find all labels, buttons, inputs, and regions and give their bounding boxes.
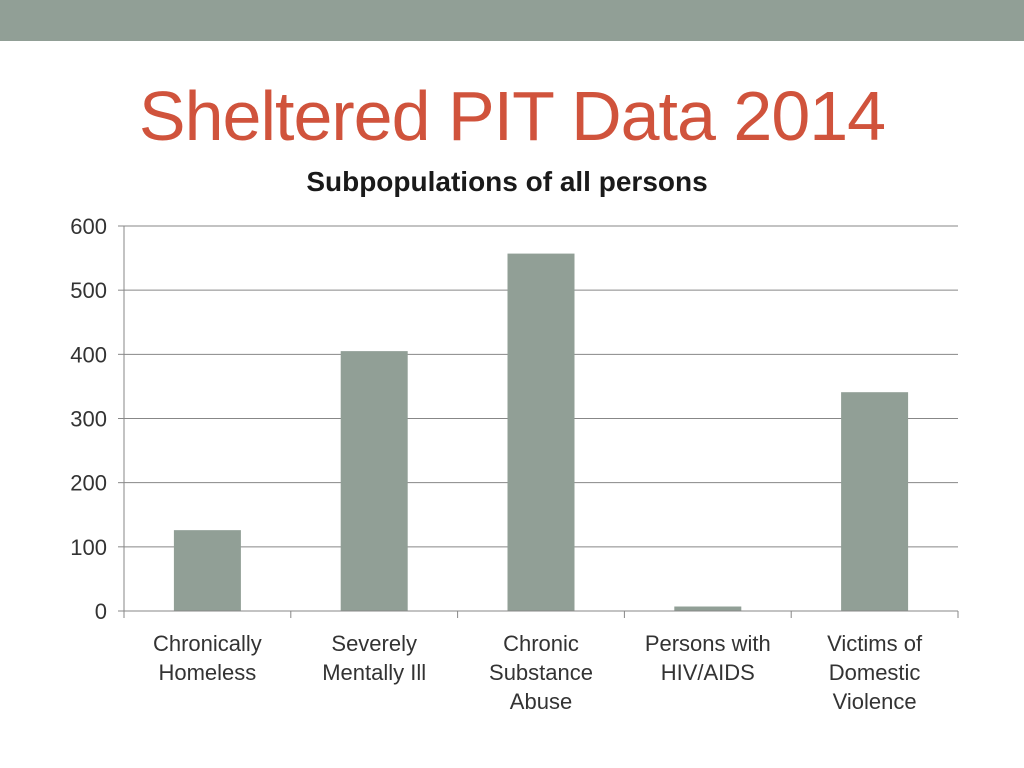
x-category-label-line: Persons with: [645, 631, 771, 656]
x-category-label: Chronic Substance Abuse: [489, 631, 593, 714]
x-category-label: Chronically Homeless: [153, 631, 262, 685]
chart-title: Subpopulations of all persons: [306, 166, 707, 197]
y-tick-label: 400: [70, 342, 107, 367]
x-category-label-line: Chronically: [153, 631, 262, 656]
x-category-label-line: Violence: [833, 689, 917, 714]
x-category-label-line: Homeless: [158, 660, 256, 685]
bar: [674, 606, 742, 611]
y-axis-ticks: 0 100 200 300 400 500 600: [70, 214, 124, 624]
bar: [841, 392, 909, 611]
top-accent-bar: [0, 0, 1024, 41]
axes: [123, 226, 959, 618]
x-category-label-line: Domestic: [829, 660, 921, 685]
x-category-label: Victims of Domestic Violence: [827, 631, 923, 714]
y-tick-label: 200: [70, 471, 107, 496]
x-category-label-line: Chronic: [503, 631, 579, 656]
y-tick-label: 300: [70, 407, 107, 432]
slide-title: Sheltered PIT Data 2014: [138, 77, 886, 155]
bars: [173, 253, 909, 611]
y-tick-label: 0: [95, 599, 107, 624]
x-category-label: Persons with HIV/AIDS: [645, 631, 771, 685]
y-tick-label: 500: [70, 278, 107, 303]
x-category-label-line: Severely: [331, 631, 417, 656]
y-tick-label: 100: [70, 535, 107, 560]
bar: [507, 253, 575, 611]
y-tick-label: 600: [70, 214, 107, 239]
x-category-label-line: Substance: [489, 660, 593, 685]
x-axis-labels: Chronically Homeless Severely Mentally Ill C…: [153, 631, 923, 714]
x-category-label-line: Mentally Ill: [322, 660, 426, 685]
x-category-label: Severely Mentally Ill: [322, 631, 426, 685]
x-category-label-line: HIV/AIDS: [661, 660, 755, 685]
bar: [173, 530, 241, 611]
x-category-label-line: Abuse: [510, 689, 572, 714]
x-category-label-line: Victims of: [827, 631, 923, 656]
bar: [340, 351, 408, 611]
